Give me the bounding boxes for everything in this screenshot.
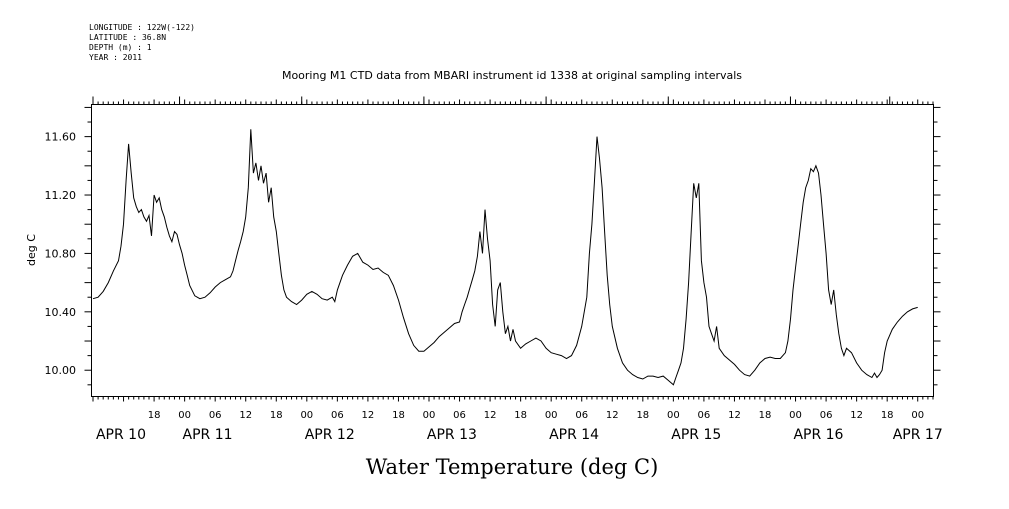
year-label: YEAR : 2011 bbox=[89, 53, 142, 62]
x-day-label: APR 12 bbox=[305, 427, 355, 443]
temperature-line bbox=[92, 129, 918, 386]
x-hour-label: 12 bbox=[239, 410, 252, 421]
x-hour-label: 12 bbox=[728, 410, 741, 421]
x-hour-label: 06 bbox=[209, 410, 222, 421]
x-day-label: APR 15 bbox=[671, 427, 721, 443]
x-hour-label: 00 bbox=[789, 410, 802, 421]
x-hour-label: 00 bbox=[423, 410, 436, 421]
x-day-label: APR 14 bbox=[549, 427, 599, 443]
x-hour-label: 06 bbox=[331, 410, 344, 421]
x-day-label: APR 17 bbox=[893, 427, 943, 443]
y-tick-label: 11.60 bbox=[45, 131, 77, 144]
x-day-label: APR 16 bbox=[793, 427, 843, 443]
y-tick-label: 10.80 bbox=[45, 247, 77, 260]
x-hour-label: 06 bbox=[575, 410, 588, 421]
depth-label: DEPTH (m) : 1 bbox=[89, 43, 152, 52]
y-tick-labels: 11.60 11.20 10.80 10.40 10.00 bbox=[45, 131, 77, 378]
x-hour-label: 00 bbox=[545, 410, 558, 421]
x-hour-label: 18 bbox=[759, 410, 772, 421]
x-hour-label: 12 bbox=[484, 410, 497, 421]
x-hour-label: 00 bbox=[911, 410, 924, 421]
x-axis-label: Water Temperature (deg C) bbox=[366, 455, 659, 479]
y-axis-label: deg C bbox=[25, 234, 38, 266]
x-hour-label: 18 bbox=[148, 410, 161, 421]
chart-title: Mooring M1 CTD data from MBARI instrumen… bbox=[282, 69, 742, 82]
x-hour-label: 00 bbox=[178, 410, 191, 421]
plot-frame bbox=[91, 104, 934, 397]
x-hour-label: 06 bbox=[820, 410, 833, 421]
x-tick-labels: 18 00 06 12 18 00 06 12 18 00 06 12 18 00 06 12 18 00 06 12… bbox=[96, 410, 943, 443]
x-hour-label: 00 bbox=[300, 410, 313, 421]
x-hour-label: 18 bbox=[392, 410, 405, 421]
x-hour-label: 18 bbox=[636, 410, 649, 421]
tick-marks bbox=[84, 96, 941, 402]
x-hour-label: 06 bbox=[453, 410, 466, 421]
y-tick-label: 10.00 bbox=[45, 364, 77, 377]
x-day-label: APR 13 bbox=[427, 427, 477, 443]
x-hour-label: 18 bbox=[514, 410, 527, 421]
x-day-label: APR 11 bbox=[183, 427, 233, 443]
y-tick-label: 10.40 bbox=[45, 306, 77, 319]
x-day-label: APR 10 bbox=[96, 427, 146, 443]
x-hour-label: 00 bbox=[667, 410, 680, 421]
longitude-label: LONGITUDE : 122W(-122) bbox=[89, 23, 195, 32]
y-tick-label: 11.20 bbox=[45, 189, 77, 202]
x-hour-label: 18 bbox=[881, 410, 894, 421]
x-hour-label: 06 bbox=[698, 410, 711, 421]
x-hour-label: 18 bbox=[270, 410, 283, 421]
x-hour-label: 12 bbox=[362, 410, 375, 421]
x-hour-label: 12 bbox=[850, 410, 863, 421]
latitude-label: LATITUDE : 36.8N bbox=[89, 33, 166, 42]
x-hour-label: 12 bbox=[606, 410, 619, 421]
